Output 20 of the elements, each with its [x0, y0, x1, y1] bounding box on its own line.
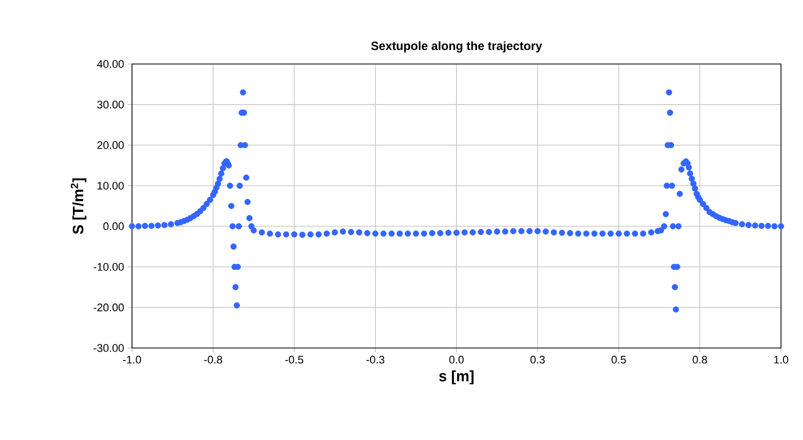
- x-tick-label: -0.8: [204, 356, 222, 364]
- x-tick-label: 0.0: [449, 356, 464, 364]
- x-tick-label: 0.3: [530, 356, 545, 364]
- y-tick-label: 30.00: [97, 100, 124, 108]
- y-tick-label: 10.00: [98, 182, 124, 190]
- x-tick-label: -0.5: [285, 356, 304, 364]
- x-axis-title: s [m]: [439, 370, 474, 384]
- x-tick-label: 1.0: [774, 356, 788, 364]
- y-axis-title: S [T/m$^{2}$]: [70, 178, 86, 234]
- y-tick-label: -30.00: [94, 344, 124, 352]
- y-tick-label: -10.00: [94, 262, 124, 271]
- x-tick-label: 0.5: [612, 356, 626, 364]
- x-tick-label: -1.0: [123, 356, 142, 364]
- y-tick-label: 20.00: [97, 141, 124, 150]
- chart-title: Sextupole along the trajectory: [371, 41, 542, 52]
- y-tick-label: 40.00: [97, 60, 124, 68]
- y-tick-label: -20.00: [94, 304, 124, 312]
- y-tick-label: 0.00: [103, 222, 124, 230]
- x-tick-label: 0.8: [692, 356, 708, 364]
- x-tick-label: -0.3: [366, 356, 384, 364]
